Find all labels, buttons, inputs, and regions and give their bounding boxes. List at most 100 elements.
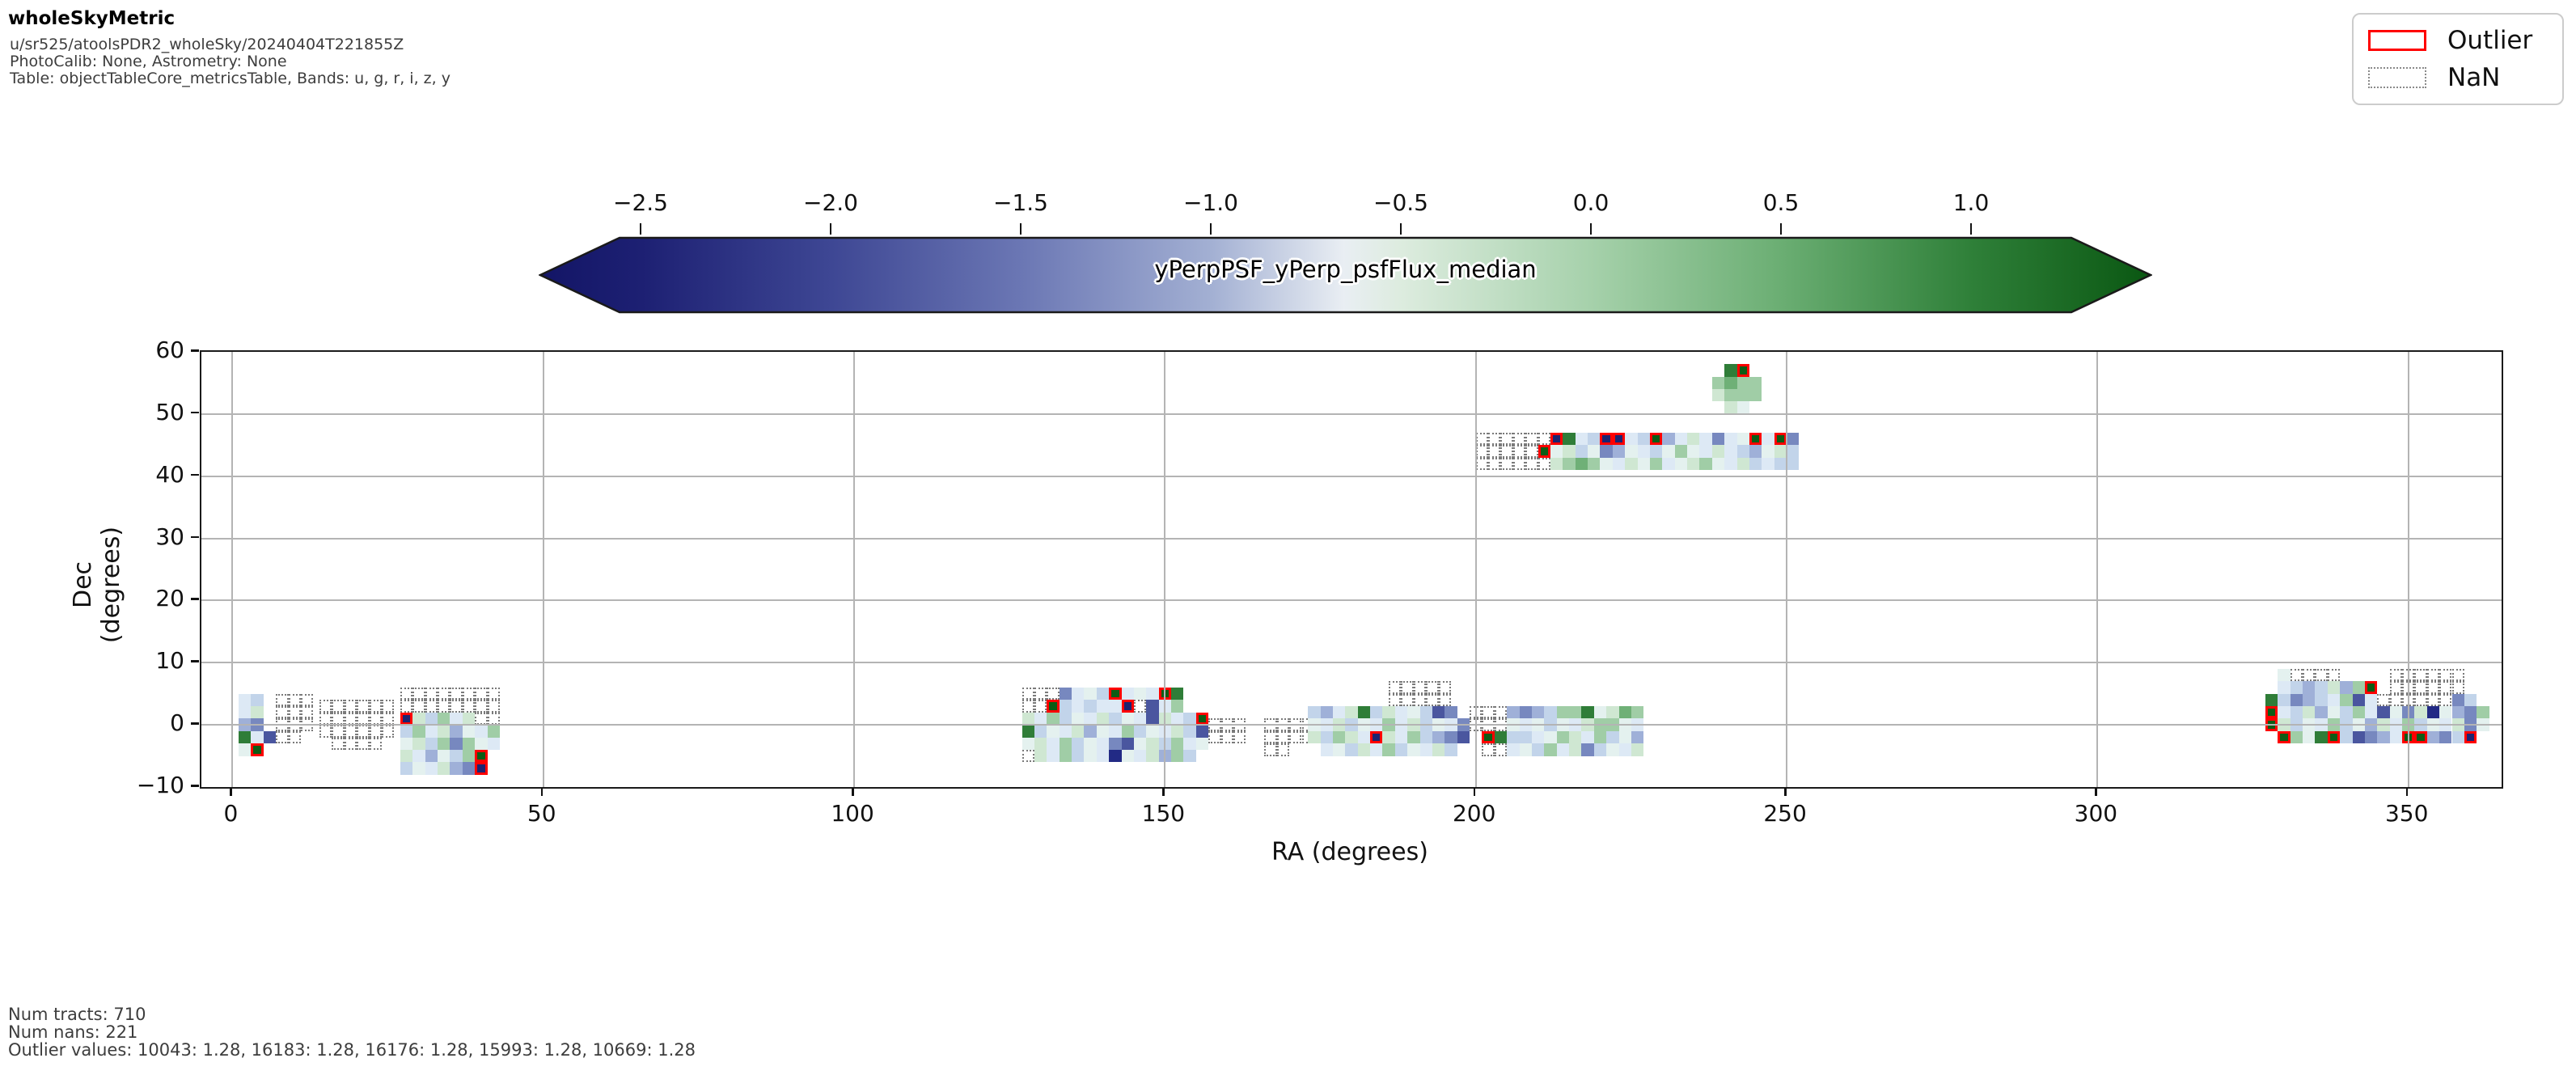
nan-cell	[1034, 700, 1047, 713]
colorbar-tick-mark	[1210, 223, 1212, 235]
heatmap-cell	[1109, 712, 1122, 726]
heatmap-cell	[1519, 743, 1532, 756]
nan-cell	[1022, 749, 1034, 763]
heatmap-cell	[1059, 712, 1072, 726]
colorbar-tick-label: 1.0	[1952, 189, 1990, 216]
heatmap-cell	[2290, 681, 2303, 694]
heatmap-cell	[2352, 693, 2365, 707]
heatmap-cell	[1445, 743, 1457, 756]
gridline-vertical	[1164, 352, 1166, 787]
heatmap-cell	[1724, 432, 1737, 446]
heatmap-cell	[1563, 445, 1576, 458]
heatmap-cell	[1084, 712, 1097, 726]
heatmap-cell	[1146, 712, 1159, 726]
nan-cell	[2426, 681, 2440, 694]
heatmap-cell	[1606, 743, 1619, 756]
heatmap-cell	[2340, 681, 2353, 694]
nan-cell	[381, 700, 395, 713]
heatmap-cell	[1662, 457, 1675, 471]
nan-cell	[1401, 681, 1414, 694]
nan-cell	[1525, 432, 1538, 446]
heatmap-cell	[450, 737, 463, 750]
heatmap-cell	[2327, 693, 2341, 707]
nan-cell	[2414, 668, 2427, 682]
heatmap-cell	[1787, 457, 1800, 471]
heatmap-cell	[1047, 725, 1060, 738]
outlier-cell	[475, 749, 488, 763]
outlier-cell	[1612, 432, 1626, 446]
y-tick-label: 30	[155, 523, 184, 550]
heatmap-cell	[1618, 743, 1631, 756]
heatmap-cell	[1569, 706, 1582, 719]
heatmap-cell	[1687, 457, 1700, 471]
heatmap-cell	[1133, 737, 1147, 750]
heatmap-cell	[2364, 693, 2378, 707]
heatmap-cell	[2290, 706, 2303, 719]
heatmap-cell	[1146, 737, 1159, 750]
heatmap-cell	[1563, 432, 1576, 446]
nan-cell	[425, 700, 438, 713]
colorbar-tick-mark	[1970, 223, 1972, 235]
heatmap-cell	[1133, 725, 1147, 738]
heatmap-cell	[1724, 389, 1737, 402]
heatmap-cell	[1332, 743, 1346, 756]
heatmap-cell	[1687, 432, 1700, 446]
heatmap-cell	[1096, 749, 1110, 763]
nan-cell	[1500, 445, 1513, 458]
heatmap-cell	[239, 730, 252, 744]
heatmap-cell	[1749, 389, 1762, 402]
x-tick-mark	[1784, 788, 1787, 796]
heatmap-cell	[1407, 706, 1420, 719]
heatmap-cell	[450, 712, 463, 726]
heatmap-cell	[1419, 743, 1432, 756]
legend-label-outlier: Outlier	[2447, 26, 2533, 55]
heatmap-cell	[1762, 432, 1774, 446]
heatmap-cell	[2303, 706, 2316, 719]
heatmap-cell	[462, 749, 476, 763]
heatmap-cell	[438, 725, 450, 738]
heatmap-cell	[475, 725, 488, 738]
heatmap-cell	[251, 706, 264, 719]
nan-cell	[344, 725, 357, 738]
heatmap-cell	[1774, 445, 1787, 458]
heatmap-cell	[1121, 712, 1134, 726]
nan-cell	[2451, 681, 2464, 694]
num-tracts-text: Num tracts: 710	[8, 1005, 146, 1024]
nan-cell	[276, 706, 289, 719]
gridline-vertical	[2096, 352, 2099, 787]
nan-cell	[438, 700, 450, 713]
nan-cell	[1233, 730, 1246, 744]
nan-cell	[2414, 681, 2427, 694]
heatmap-cell	[1072, 700, 1085, 713]
heatmap-cell	[1059, 725, 1072, 738]
heatmap-cell	[1171, 725, 1184, 738]
heatmap-cell	[1687, 445, 1700, 458]
y-tick-mark	[191, 349, 199, 352]
outlier-cell	[1749, 432, 1762, 446]
heatmap-cell	[1059, 749, 1072, 763]
outlier-cell	[2464, 730, 2477, 744]
nan-cell	[319, 712, 332, 726]
heatmap-cell	[1674, 432, 1688, 446]
heatmap-cell	[1507, 706, 1520, 719]
heatmap-cell	[2278, 668, 2290, 682]
nan-cell	[1426, 681, 1439, 694]
heatmap-cell	[1059, 737, 1072, 750]
x-tick-mark	[2405, 788, 2409, 796]
heatmap-cell	[2377, 706, 2390, 719]
heatmap-cell	[2389, 730, 2402, 744]
heatmap-cell	[1762, 445, 1774, 458]
heatmap-cell	[239, 706, 252, 719]
heatmap-cell	[1133, 688, 1147, 700]
nan-cell	[1208, 730, 1221, 744]
nan-cell	[1426, 693, 1439, 707]
nan-cell	[1488, 445, 1501, 458]
heatmap-cell	[1084, 688, 1097, 700]
heatmap-cell	[1034, 725, 1047, 738]
heatmap-cell	[1022, 725, 1034, 738]
heatmap-cell	[1407, 743, 1420, 756]
heatmap-cell	[1711, 376, 1725, 390]
heatmap-cell	[400, 737, 413, 750]
legend-item-nan: NaN	[2368, 61, 2500, 94]
nan-cell	[288, 693, 301, 707]
